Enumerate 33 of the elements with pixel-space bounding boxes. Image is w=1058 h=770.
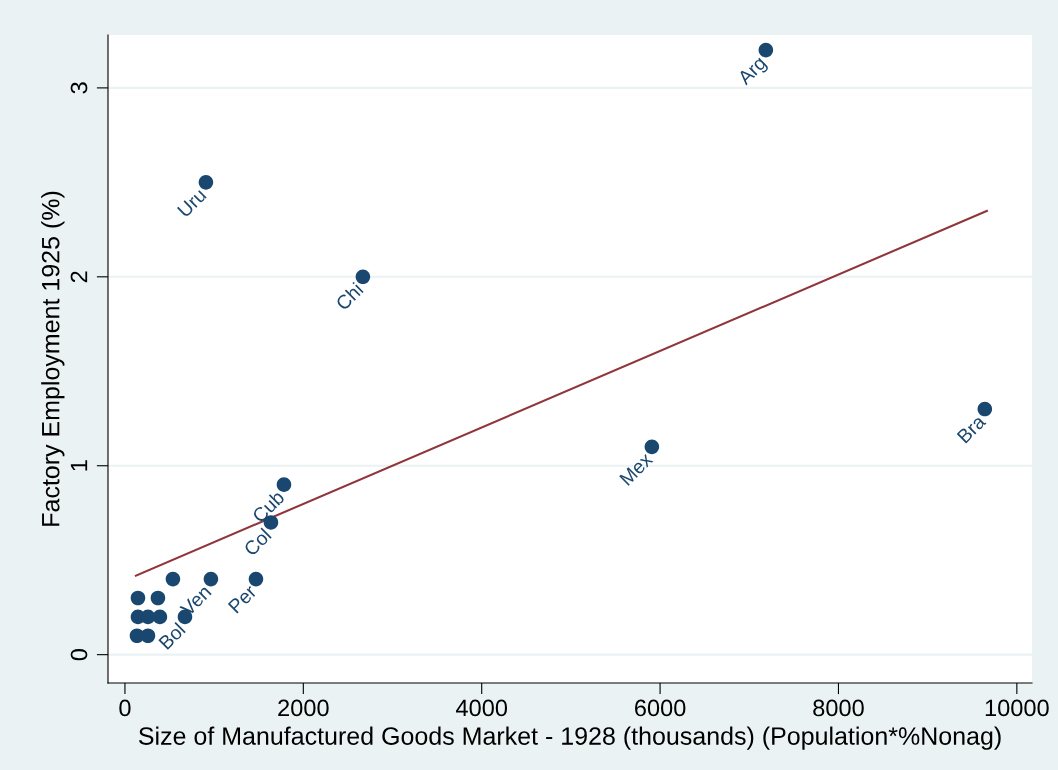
point bbox=[165, 571, 181, 587]
annotation: Bra bbox=[956, 413, 987, 444]
x-axis-title: Size of Manufactured Goods Market - 1928 (thousands) (Population*%Nonag) bbox=[138, 726, 1001, 750]
point bbox=[150, 590, 166, 606]
point bbox=[276, 477, 292, 492]
point bbox=[977, 401, 993, 417]
x-tick-label: 2000 bbox=[278, 699, 329, 717]
annotation: Ven bbox=[179, 584, 212, 618]
y-axis-title: Factory Employment 1925 (%) bbox=[41, 191, 65, 526]
x-tick-label: 4000 bbox=[455, 699, 508, 717]
point bbox=[198, 175, 214, 190]
annotation: Per bbox=[227, 583, 258, 614]
point bbox=[644, 439, 660, 455]
y-tick-label: 1 bbox=[70, 460, 88, 471]
point bbox=[248, 571, 264, 587]
annotation: Col bbox=[242, 527, 272, 557]
y-tick-label: 0 bbox=[70, 649, 88, 661]
annotation: Mex bbox=[619, 451, 654, 486]
point bbox=[758, 42, 774, 58]
y-tick-label: 3 bbox=[70, 82, 88, 94]
x-tick-label: 8000 bbox=[813, 699, 864, 717]
annotation: Arg bbox=[736, 55, 770, 89]
x-tick-label: 6000 bbox=[635, 699, 686, 717]
x-tick-label: 0 bbox=[119, 699, 131, 717]
point bbox=[203, 571, 219, 587]
point bbox=[130, 590, 146, 606]
annotation: Chi bbox=[334, 281, 364, 312]
y-tick-label: 2 bbox=[70, 271, 88, 283]
annotation: Uru bbox=[177, 187, 207, 218]
annotation: Cub bbox=[251, 489, 286, 524]
point bbox=[140, 628, 156, 644]
x-tick-label: 10000 bbox=[985, 699, 1049, 717]
annotation: Bol bbox=[157, 621, 186, 650]
